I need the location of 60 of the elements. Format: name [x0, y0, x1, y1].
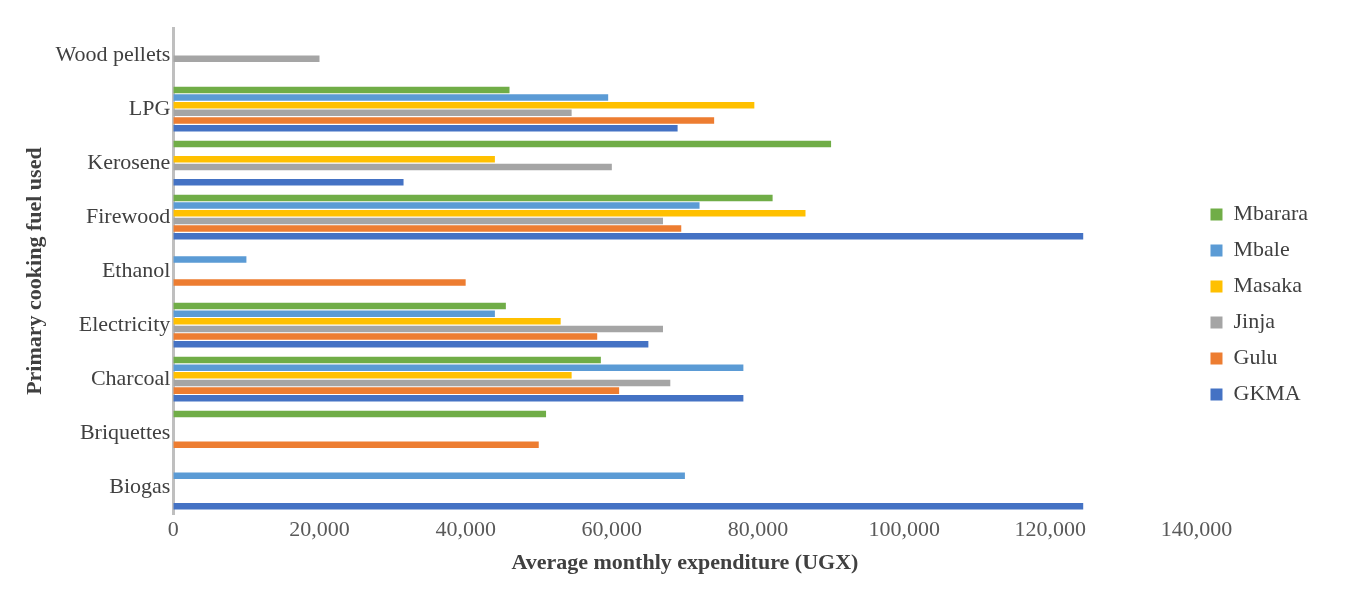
bar [173, 341, 649, 348]
x-tick-label: 80,000 [727, 516, 789, 542]
legend-label: Gulu [1233, 344, 1278, 370]
x-tick-label: 0 [167, 516, 179, 542]
bar [173, 109, 572, 117]
bar [173, 379, 671, 387]
bar [173, 302, 506, 310]
y-tick-label: Biogas [109, 472, 171, 498]
legend-label: GKMA [1233, 380, 1301, 406]
bar [173, 333, 598, 340]
bar [173, 441, 539, 448]
bar [173, 364, 744, 371]
y-tick-label: Briquettes [79, 418, 171, 444]
y-tick-label: Firewood [86, 202, 171, 228]
bar [173, 410, 547, 418]
bar [173, 94, 609, 101]
bar [173, 178, 404, 186]
bar [173, 155, 495, 163]
bar [173, 194, 773, 202]
bar [173, 232, 1084, 240]
bar [173, 217, 663, 225]
y-tick-label: LPG [128, 94, 171, 120]
y-tick-label: Kerosene [87, 148, 171, 174]
y-axis-title: Primary cooking fuel used [20, 147, 46, 395]
y-tick-label: Ethanol [101, 256, 171, 282]
bar [173, 210, 806, 217]
bar [173, 279, 466, 286]
bar [173, 225, 682, 232]
legend-label: Mbarara [1233, 200, 1309, 226]
bar [173, 55, 320, 63]
legend-label: Mbale [1233, 236, 1290, 262]
bar [173, 325, 663, 333]
bar [173, 472, 685, 479]
x-tick-label: 100,000 [868, 516, 940, 542]
bar [173, 372, 572, 379]
legend-label: Jinja [1233, 308, 1276, 334]
bar [173, 140, 832, 148]
legend-label: Masaka [1233, 272, 1303, 298]
bar [173, 124, 678, 132]
bar [173, 387, 620, 394]
bar [173, 101, 755, 109]
bar [173, 395, 744, 402]
x-tick-label: 120,000 [1014, 516, 1087, 542]
y-tick-label: Charcoal [90, 364, 171, 390]
x-tick-label: 140,000 [1160, 516, 1233, 542]
bar [173, 356, 601, 364]
bar [173, 310, 495, 317]
bar [173, 163, 612, 171]
x-axis-title: Average monthly expenditure (UGX) [511, 549, 859, 575]
bar [173, 117, 715, 124]
bar [173, 256, 247, 263]
bar [173, 318, 561, 325]
bar [173, 202, 700, 209]
bar [173, 503, 1084, 510]
y-tick-label: Electricity [78, 310, 171, 336]
x-tick-label: 60,000 [581, 516, 643, 542]
bar [173, 86, 510, 94]
x-tick-label: 20,000 [289, 516, 350, 542]
y-tick-label: Wood pellets [55, 40, 171, 66]
x-tick-label: 40,000 [435, 516, 496, 542]
